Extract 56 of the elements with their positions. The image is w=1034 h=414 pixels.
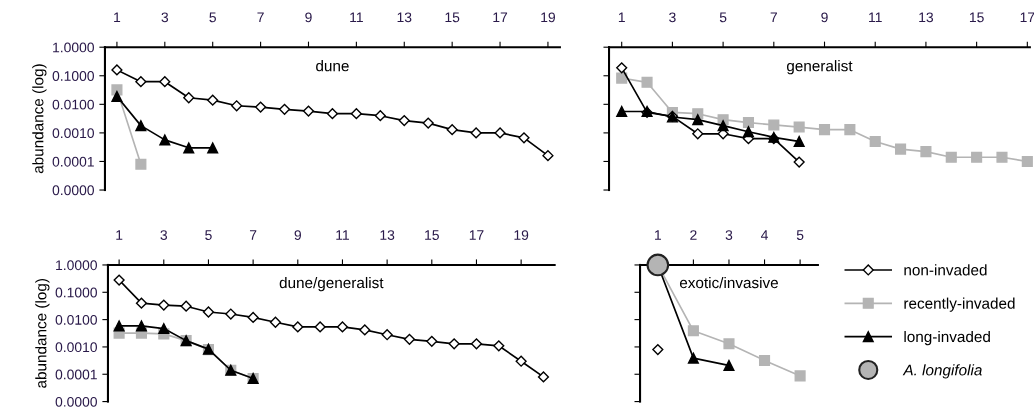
x-tick-label: 13 bbox=[397, 12, 412, 23]
x-tick-label: 17 bbox=[469, 230, 484, 240]
x-tick-label: 1 bbox=[116, 230, 123, 240]
x-tick-label: 7 bbox=[770, 12, 777, 23]
y-tick-label: 0.0001 bbox=[52, 156, 94, 167]
x-tick-label: 9 bbox=[821, 12, 828, 23]
y-tick-label: 0.0010 bbox=[55, 342, 97, 353]
y-tick-label: 0.0100 bbox=[55, 314, 97, 325]
x-tick-label: 11 bbox=[869, 12, 882, 23]
y-axis-title: abundance (log) bbox=[32, 64, 47, 174]
y-tick-label: 0.0000 bbox=[52, 185, 94, 196]
text: generalist bbox=[786, 60, 853, 75]
y-tick-label: 0.1000 bbox=[52, 71, 94, 81]
x-tick-label: 7 bbox=[249, 230, 257, 240]
x-tick-label: 17 bbox=[1020, 12, 1034, 23]
x-tick-label: 19 bbox=[514, 230, 529, 240]
x-tick-label: 15 bbox=[969, 12, 984, 23]
x-tick-label: 11 bbox=[336, 230, 349, 240]
x-tick-label: 9 bbox=[305, 12, 312, 23]
text: dune/generalist bbox=[279, 276, 384, 292]
x-tick-label: 19 bbox=[541, 12, 556, 23]
legend-label: long-invaded bbox=[904, 330, 990, 346]
x-tick-label: 17 bbox=[493, 12, 508, 23]
y-tick-label: 0.0000 bbox=[55, 396, 97, 407]
x-tick-label: 2 bbox=[690, 230, 697, 240]
x-tick-label: 3 bbox=[160, 230, 168, 240]
x-tick-label: 3 bbox=[669, 12, 676, 23]
x-tick-label: 1 bbox=[655, 230, 662, 240]
y-tick-label: 0.0010 bbox=[52, 128, 94, 139]
x-tick-label: 5 bbox=[205, 230, 212, 240]
y-tick-label: 0.0001 bbox=[55, 369, 97, 380]
x-tick-label: 5 bbox=[209, 12, 216, 23]
x-tick-label: 15 bbox=[445, 12, 460, 23]
y-tick-label: 1.0000 bbox=[56, 260, 97, 271]
x-tick-label: 1 bbox=[618, 12, 625, 23]
x-tick-label: 5 bbox=[796, 230, 804, 240]
x-tick-label: 15 bbox=[425, 230, 439, 240]
x-tick-label: 5 bbox=[719, 12, 727, 23]
legend-label: A. longifolia bbox=[902, 364, 982, 379]
legend-label: recently-invaded bbox=[904, 297, 1015, 312]
text: dune bbox=[316, 60, 349, 72]
y-tick-label: 0.1000 bbox=[55, 287, 97, 298]
x-tick-label: 4 bbox=[761, 230, 768, 240]
y-axis-title: abundance (log) bbox=[35, 279, 50, 388]
y-tick-label: 0.0100 bbox=[52, 99, 94, 110]
x-tick-label: 11 bbox=[350, 12, 363, 23]
x-tick-label: 3 bbox=[725, 230, 733, 240]
x-tick-label: 7 bbox=[257, 12, 264, 23]
x-tick-label: 3 bbox=[161, 12, 169, 23]
x-tick-label: 13 bbox=[919, 12, 934, 23]
x-tick-label: 9 bbox=[294, 230, 301, 240]
x-tick-label: 13 bbox=[380, 230, 395, 240]
text: exotic/invasive bbox=[679, 276, 778, 289]
x-tick-label: 1 bbox=[114, 12, 121, 23]
y-tick-label: 1.0000 bbox=[53, 42, 94, 53]
legend-label: non-invaded bbox=[904, 264, 987, 276]
